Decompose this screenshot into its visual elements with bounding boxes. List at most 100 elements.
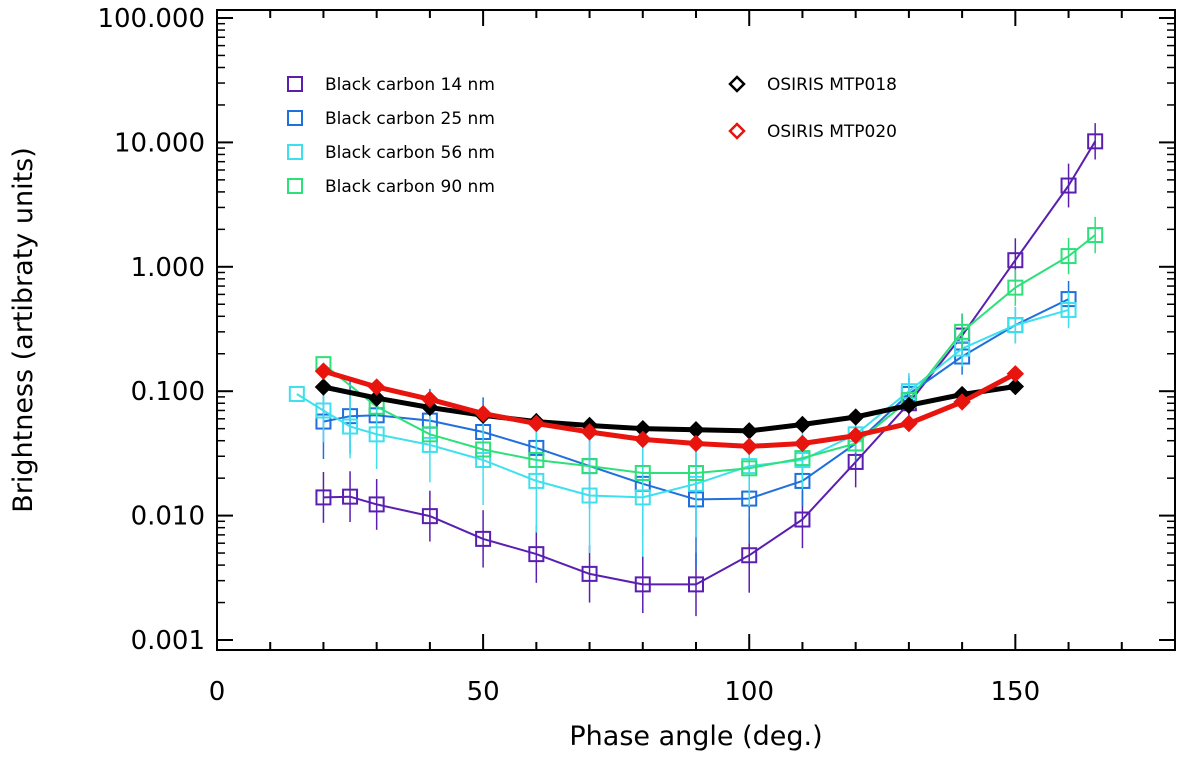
data-point: [368, 496, 385, 513]
data-point: [954, 323, 971, 340]
data-point: [793, 415, 812, 434]
data-point: [688, 465, 704, 482]
x-tick-label: 150: [991, 677, 1041, 707]
data-point: [1060, 301, 1077, 318]
y-axis-label: Brightness (artibraty units): [8, 147, 39, 513]
data-point: [315, 402, 332, 419]
legend-marker: [728, 122, 746, 140]
data-point: [634, 489, 651, 506]
legend-label: Black carbon 14 nm: [325, 75, 495, 95]
data-point: [475, 530, 492, 547]
legend-item-black-carbon-56-nm: Black carbon 56 nm: [287, 143, 495, 163]
data-point: [688, 576, 704, 593]
data-point: [581, 565, 598, 582]
data-point: [846, 408, 865, 426]
data-point: [421, 436, 438, 453]
data-point: [475, 441, 492, 458]
data-point: [315, 489, 332, 506]
data-point: [900, 396, 918, 415]
legend-label: Black carbon 25 nm: [325, 109, 495, 129]
legend: Black carbon 14 nm Black carbon 25 nm Blac…: [287, 75, 897, 197]
data-point: [900, 414, 918, 433]
data-point: [1006, 377, 1025, 396]
legend-item-osiris-mtp018: OSIRIS MTP018: [728, 75, 897, 95]
data-point: [421, 426, 438, 443]
data-point: [367, 389, 386, 407]
data-point: [342, 418, 359, 435]
series-osiris-mtp020: [314, 362, 1025, 456]
data-point: [793, 434, 812, 453]
x-tick-label: 50: [467, 677, 500, 707]
data-point: [528, 546, 545, 563]
data-point: [687, 434, 705, 453]
data-point: [846, 426, 865, 445]
series-black-carbon-56-nm: [288, 291, 1077, 557]
legend-item-osiris-mtp020: OSIRIS MTP020: [728, 122, 897, 142]
legend-item-black-carbon-90-nm: Black carbon 90 nm: [287, 177, 495, 197]
data-point: [634, 430, 652, 449]
x-axis-ticks: 0 50 100 150: [209, 10, 1176, 707]
data-point: [1006, 365, 1025, 383]
series-layer: [288, 123, 1104, 617]
series-black-carbon-14-nm: [315, 123, 1104, 617]
legend-marker: [287, 144, 303, 160]
y-tick-label: 0.001: [131, 626, 205, 656]
legend-label: Black carbon 90 nm: [325, 177, 495, 197]
y-tick-label: 0.010: [131, 502, 205, 532]
data-point: [314, 362, 333, 380]
legend-marker: [287, 76, 303, 92]
legend-label: Black carbon 56 nm: [325, 143, 495, 163]
data-point: [368, 426, 385, 443]
data-point: [528, 451, 545, 468]
data-point: [581, 458, 598, 475]
data-point: [581, 487, 598, 504]
x-tick-label: 100: [724, 677, 774, 707]
x-axis-label: Phase angle (deg.): [569, 721, 822, 752]
series-line: [322, 368, 1017, 449]
series-line: [323, 140, 1097, 586]
data-point: [740, 422, 758, 440]
y-axis-ticks: 0.001 0.010 0.100 1.000 10.000 100.000: [97, 4, 1175, 656]
data-point: [342, 488, 359, 505]
data-point: [475, 451, 492, 468]
data-point: [314, 378, 333, 396]
data-point: [794, 511, 811, 528]
data-point: [421, 390, 439, 409]
legend-marker: [728, 75, 746, 93]
data-point: [1007, 279, 1024, 296]
data-point: [741, 460, 758, 477]
data-point: [528, 472, 545, 489]
series-line: [322, 234, 1096, 474]
data-point: [1087, 133, 1104, 150]
data-point: [288, 385, 305, 402]
data-point: [1007, 317, 1024, 334]
series-line: [322, 384, 1016, 434]
y-tick-label: 10.000: [114, 128, 205, 158]
data-point: [1087, 227, 1104, 244]
data-point: [1060, 248, 1077, 265]
legend-marker: [287, 110, 303, 126]
legend-label: OSIRIS MTP018: [767, 75, 897, 95]
data-point: [740, 437, 758, 456]
legend-label: OSIRIS MTP020: [767, 122, 897, 142]
data-point: [580, 423, 599, 441]
data-point: [953, 393, 971, 411]
legend-item-black-carbon-14-nm: Black carbon 14 nm: [287, 75, 495, 95]
data-point: [1007, 252, 1024, 269]
y-tick-label: 100.000: [97, 4, 205, 34]
data-point: [527, 414, 546, 433]
data-point: [1060, 177, 1077, 194]
data-point: [634, 465, 651, 482]
y-tick-label: 0.100: [131, 377, 205, 407]
data-point: [688, 475, 704, 492]
legend-item-black-carbon-25-nm: Black carbon 25 nm: [287, 109, 495, 129]
y-tick-label: 1.000: [131, 253, 205, 283]
x-tick-label: 0: [209, 677, 226, 707]
data-point: [421, 508, 438, 525]
data-point: [474, 404, 492, 423]
series-black-carbon-90-nm: [315, 216, 1104, 482]
data-point: [634, 576, 651, 593]
data-point: [367, 378, 386, 396]
data-point: [741, 547, 758, 564]
